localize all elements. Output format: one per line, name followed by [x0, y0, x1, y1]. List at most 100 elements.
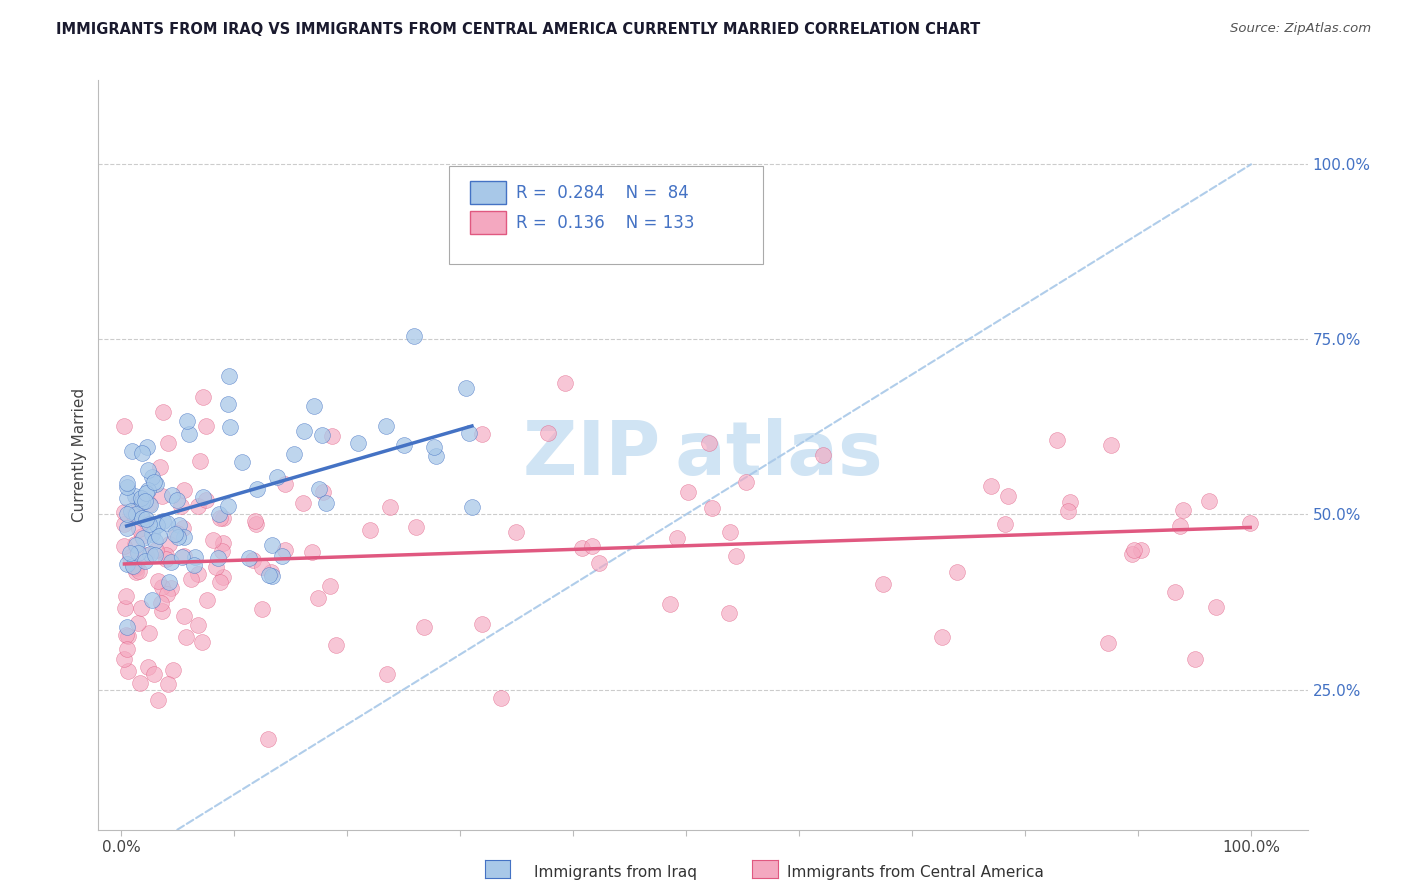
Point — [128, 675, 150, 690]
Point — [115, 641, 138, 656]
Point — [872, 577, 894, 591]
Point — [117, 629, 139, 643]
Point — [155, 516, 177, 530]
Point — [128, 564, 150, 578]
Point — [697, 435, 720, 450]
Point — [257, 567, 280, 582]
Point — [150, 489, 173, 503]
Point — [117, 480, 139, 494]
Point — [156, 436, 179, 450]
Point — [201, 533, 224, 547]
Point — [166, 492, 188, 507]
Point — [115, 627, 138, 641]
Point — [150, 580, 173, 594]
Point — [159, 575, 181, 590]
Point — [505, 524, 527, 539]
Point — [124, 489, 146, 503]
Point — [149, 459, 172, 474]
Point — [121, 559, 143, 574]
Point — [150, 604, 173, 618]
Point — [380, 500, 402, 514]
Point — [143, 533, 166, 548]
Point — [115, 491, 138, 505]
Point — [666, 531, 689, 545]
Point — [945, 565, 967, 579]
Point — [187, 500, 209, 514]
Point — [120, 549, 142, 564]
Point — [1059, 495, 1081, 509]
Text: R =  0.284    N =  84: R = 0.284 N = 84 — [516, 184, 689, 202]
Point — [734, 475, 756, 490]
Point — [162, 487, 184, 501]
Point — [138, 625, 160, 640]
Point — [122, 560, 145, 574]
Point — [143, 549, 166, 563]
Point — [148, 529, 170, 543]
Point — [191, 390, 214, 404]
Point — [180, 572, 202, 586]
Point — [152, 514, 174, 528]
Point — [207, 551, 229, 566]
Point — [173, 483, 195, 498]
Text: R =  0.136    N = 133: R = 0.136 N = 133 — [516, 214, 695, 232]
Point — [588, 556, 610, 570]
Point — [312, 485, 335, 500]
Point — [218, 369, 240, 384]
Point — [131, 529, 153, 543]
Point — [311, 427, 333, 442]
Point — [412, 620, 434, 634]
Point — [124, 536, 146, 550]
Point — [173, 609, 195, 624]
Text: IMMIGRANTS FROM IRAQ VS IMMIGRANTS FROM CENTRAL AMERICA CURRENTLY MARRIED CORREL: IMMIGRANTS FROM IRAQ VS IMMIGRANTS FROM … — [56, 22, 980, 37]
Point — [405, 520, 427, 534]
Point — [245, 482, 267, 496]
Point — [1099, 438, 1122, 452]
Point — [717, 606, 740, 620]
Text: Immigrants from Iraq: Immigrants from Iraq — [534, 865, 697, 880]
Point — [173, 549, 195, 564]
Point — [209, 575, 232, 590]
Point — [183, 558, 205, 572]
Point — [136, 440, 159, 454]
Point — [997, 489, 1019, 503]
Point — [271, 549, 294, 563]
Point — [135, 512, 157, 526]
Point — [115, 558, 138, 572]
Point — [491, 690, 513, 705]
Point — [112, 418, 135, 433]
Point — [536, 426, 558, 441]
Point — [125, 561, 148, 575]
Point — [160, 581, 183, 595]
FancyBboxPatch shape — [449, 167, 763, 264]
Point — [325, 638, 347, 652]
Point — [155, 551, 177, 566]
Point — [131, 511, 153, 525]
Point — [131, 531, 153, 545]
Text: Source: ZipAtlas.com: Source: ZipAtlas.com — [1230, 22, 1371, 36]
Point — [321, 429, 343, 443]
Point — [127, 546, 149, 560]
Point — [162, 663, 184, 677]
Point — [146, 518, 169, 533]
Point — [125, 565, 148, 579]
Point — [204, 560, 226, 574]
Point — [211, 544, 233, 558]
Point — [138, 516, 160, 531]
Point — [658, 597, 681, 611]
Point — [139, 548, 162, 562]
Point — [994, 516, 1017, 531]
Point — [1239, 516, 1261, 530]
Point — [136, 463, 159, 477]
Point — [212, 536, 235, 550]
Point — [554, 376, 576, 390]
Point — [124, 508, 146, 522]
Point — [135, 548, 157, 562]
Point — [173, 530, 195, 544]
Point — [250, 560, 273, 574]
Point — [134, 553, 156, 567]
Point — [212, 570, 235, 584]
FancyBboxPatch shape — [470, 211, 506, 234]
Point — [136, 660, 159, 674]
Point — [211, 511, 233, 525]
Point — [374, 419, 396, 434]
